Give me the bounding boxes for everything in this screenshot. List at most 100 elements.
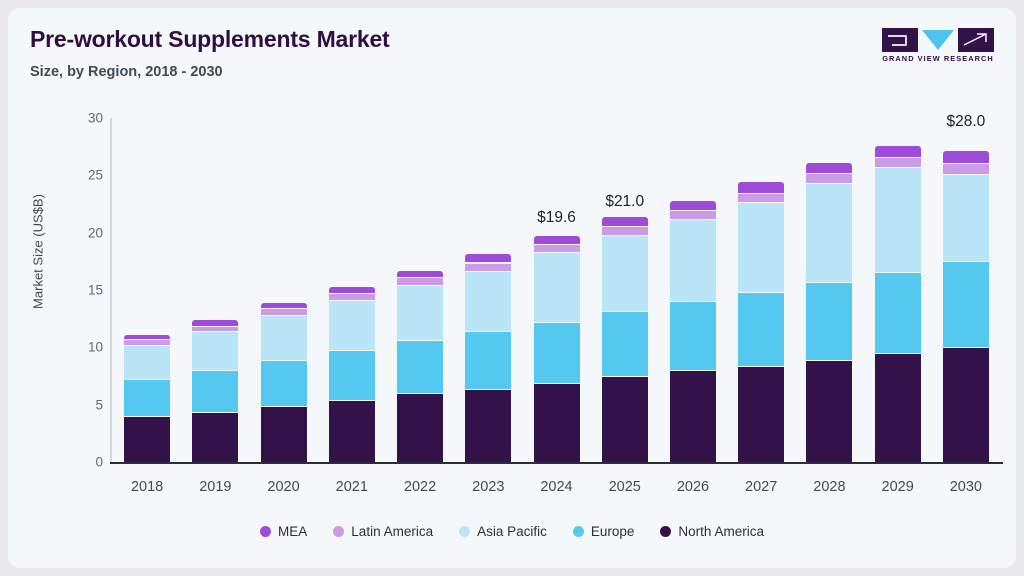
legend-item-europe[interactable]: Europe xyxy=(572,524,635,539)
bar-segment-mea[interactable] xyxy=(328,286,375,294)
y-axis-tick-label: 25 xyxy=(87,167,103,183)
bar-segment-mea[interactable] xyxy=(738,182,785,193)
bar-2018[interactable] xyxy=(124,118,171,462)
bar-segment-latin-america[interactable] xyxy=(874,157,921,168)
y-axis-tick-label: 0 xyxy=(95,454,103,470)
bar-segment-europe[interactable] xyxy=(601,310,648,376)
bar-segment-latin-america[interactable] xyxy=(328,293,375,301)
logo-text: GRAND VIEW RESEARCH xyxy=(882,54,994,63)
chart-card: Pre-workout Supplements Market Size, by … xyxy=(8,8,1016,568)
bar-2024[interactable] xyxy=(533,118,580,462)
bar-segment-north-america[interactable] xyxy=(397,393,444,462)
bar-segment-latin-america[interactable] xyxy=(124,339,171,346)
bar-segment-latin-america[interactable] xyxy=(738,192,785,202)
bar-segment-europe[interactable] xyxy=(738,292,785,366)
bar-segment-europe[interactable] xyxy=(533,322,580,383)
bar-segment-latin-america[interactable] xyxy=(397,277,444,286)
bar-segment-asia-pacific[interactable] xyxy=(192,331,239,371)
bar-segment-north-america[interactable] xyxy=(192,411,239,462)
bar-segment-north-america[interactable] xyxy=(465,388,512,462)
bar-2020[interactable] xyxy=(260,118,307,462)
bar-segment-asia-pacific[interactable] xyxy=(738,201,785,293)
page-title: Pre-workout Supplements Market xyxy=(30,26,390,52)
bar-segment-latin-america[interactable] xyxy=(601,225,648,235)
bar-2025[interactable] xyxy=(601,118,648,462)
bar-segment-asia-pacific[interactable] xyxy=(806,183,853,282)
bar-segment-mea[interactable] xyxy=(397,270,444,278)
bar-segment-mea[interactable] xyxy=(465,254,512,263)
bar-segment-north-america[interactable] xyxy=(669,370,716,462)
legend-label: Latin America xyxy=(351,524,434,539)
bar-segment-mea[interactable] xyxy=(942,151,989,163)
bar-segment-mea[interactable] xyxy=(124,334,171,340)
bar-segment-north-america[interactable] xyxy=(328,400,375,462)
bar-2026[interactable] xyxy=(669,118,716,462)
bar-segment-mea[interactable] xyxy=(669,200,716,210)
x-axis-tick-label: 2021 xyxy=(335,479,368,495)
bar-2023[interactable] xyxy=(465,118,512,462)
bar-2021[interactable] xyxy=(328,118,375,462)
bar-segment-europe[interactable] xyxy=(874,271,921,354)
bar-segment-north-america[interactable] xyxy=(601,376,648,462)
y-axis-line xyxy=(110,118,112,464)
legend-label: MEA xyxy=(278,524,308,539)
x-axis-tick-label: 2022 xyxy=(403,479,437,495)
bar-segment-asia-pacific[interactable] xyxy=(874,167,921,272)
bar-segment-asia-pacific[interactable] xyxy=(942,174,989,262)
x-axis-tick-label: 2020 xyxy=(267,479,300,495)
bar-segment-asia-pacific[interactable] xyxy=(601,234,648,311)
bar-segment-asia-pacific[interactable] xyxy=(465,270,512,332)
bar-segment-europe[interactable] xyxy=(124,379,171,417)
bar-segment-latin-america[interactable] xyxy=(669,209,716,219)
bar-segment-asia-pacific[interactable] xyxy=(669,218,716,302)
legend-swatch-icon xyxy=(260,526,272,537)
bar-segment-asia-pacific[interactable] xyxy=(533,252,580,323)
bar-segment-latin-america[interactable] xyxy=(533,244,580,253)
chart-plot-area: Market Size (US$B) 0 5 10 15 20 25 30 2018 2019 20… xyxy=(8,8,1016,568)
bar-segment-latin-america[interactable] xyxy=(260,308,307,316)
bar-segment-latin-america[interactable] xyxy=(806,173,853,184)
bar-segment-north-america[interactable] xyxy=(942,347,989,462)
bar-segment-mea[interactable] xyxy=(533,236,580,245)
bar-segment-europe[interactable] xyxy=(260,359,307,406)
bar-segment-europe[interactable] xyxy=(942,261,989,348)
bar-segment-latin-america[interactable] xyxy=(942,162,989,175)
bar-segment-europe[interactable] xyxy=(806,281,853,360)
bar-segment-mea[interactable] xyxy=(874,145,921,157)
x-axis-tick-label: 2023 xyxy=(472,479,505,495)
bar-segment-asia-pacific[interactable] xyxy=(124,345,171,380)
bar-segment-mea[interactable] xyxy=(806,162,853,174)
bar-segment-europe[interactable] xyxy=(328,349,375,401)
legend-item-asia-pacific[interactable]: Asia Pacific xyxy=(459,524,547,539)
bar-segment-europe[interactable] xyxy=(669,301,716,371)
bar-2027[interactable] xyxy=(738,118,785,462)
bar-2030[interactable] xyxy=(942,118,989,462)
bar-2028[interactable] xyxy=(806,118,853,462)
bar-segment-north-america[interactable] xyxy=(124,416,171,462)
bar-segment-north-america[interactable] xyxy=(533,382,580,462)
legend-item-latin-america[interactable]: Latin America xyxy=(333,524,433,539)
bar-segment-north-america[interactable] xyxy=(738,365,785,462)
bar-segment-asia-pacific[interactable] xyxy=(397,285,444,341)
bar-segment-asia-pacific[interactable] xyxy=(328,300,375,350)
x-axis-tick-label: 2025 xyxy=(608,479,641,495)
bar-segment-europe[interactable] xyxy=(465,331,512,389)
bar-segment-north-america[interactable] xyxy=(874,353,921,462)
bar-segment-europe[interactable] xyxy=(192,370,239,412)
bar-segment-mea[interactable] xyxy=(601,216,648,226)
legend-label: Europe xyxy=(590,524,635,539)
bar-2019[interactable] xyxy=(192,118,239,462)
bar-segment-north-america[interactable] xyxy=(806,359,853,462)
bar-segment-north-america[interactable] xyxy=(260,405,307,462)
bar-segment-europe[interactable] xyxy=(397,340,444,394)
grand-view-research-logo: GRAND VIEW RESEARCH xyxy=(882,28,994,68)
legend-item-mea[interactable]: MEA xyxy=(260,524,307,539)
bar-segment-mea[interactable] xyxy=(260,302,307,309)
bar-segment-latin-america[interactable] xyxy=(465,262,512,271)
legend-item-north-america[interactable]: North America xyxy=(660,524,764,539)
bar-segment-mea[interactable] xyxy=(192,319,239,326)
bar-segment-latin-america[interactable] xyxy=(192,325,239,332)
bar-2029[interactable] xyxy=(874,118,921,462)
bar-segment-asia-pacific[interactable] xyxy=(260,315,307,360)
bar-2022[interactable] xyxy=(397,118,444,462)
